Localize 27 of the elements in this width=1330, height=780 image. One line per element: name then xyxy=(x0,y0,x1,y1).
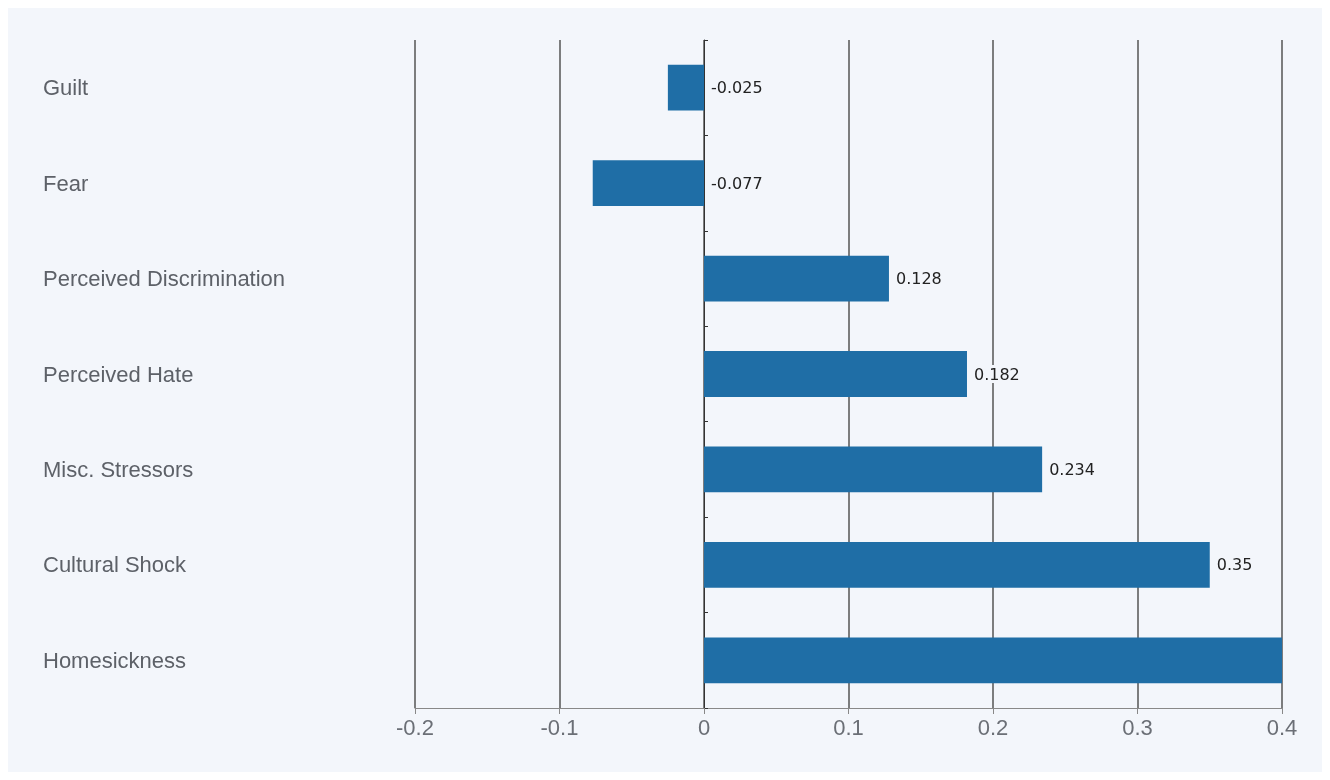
bar xyxy=(704,637,1282,684)
x-tick-label: 0.3 xyxy=(1122,714,1153,740)
data-label: 0.128 xyxy=(895,269,942,289)
y-tick-label: Misc. Stressors xyxy=(43,456,194,482)
y-tick-label: Fear xyxy=(43,170,89,196)
bar xyxy=(704,541,1210,588)
data-label: -0.077 xyxy=(711,173,763,193)
x-tick-label: 0 xyxy=(697,714,711,740)
y-tick-label: Guilt xyxy=(43,75,89,101)
bar xyxy=(704,446,1043,493)
y-tick-label: Cultural Shock xyxy=(43,552,188,578)
bar xyxy=(704,255,889,302)
x-tick-label: 0.1 xyxy=(833,714,864,740)
data-label: -0.025 xyxy=(711,78,763,98)
data-label: 0.182 xyxy=(973,364,1020,384)
y-tick-label: Perceived Discrimination xyxy=(43,266,286,292)
bar xyxy=(704,351,967,397)
y-tick-label: Perceived Hate xyxy=(43,361,194,387)
bar xyxy=(667,64,704,111)
bar xyxy=(592,160,704,207)
x-tick-label: -0.2 xyxy=(396,714,434,740)
data-label: 0.234 xyxy=(1049,459,1095,479)
data-label: 0.35 xyxy=(1216,555,1253,575)
x-tick-label: -0.1 xyxy=(540,714,579,740)
y-tick-label: Homesickness xyxy=(43,647,187,673)
x-tick-label: 0.4 xyxy=(1266,714,1298,740)
x-tick-label: 0.2 xyxy=(977,714,1009,740)
